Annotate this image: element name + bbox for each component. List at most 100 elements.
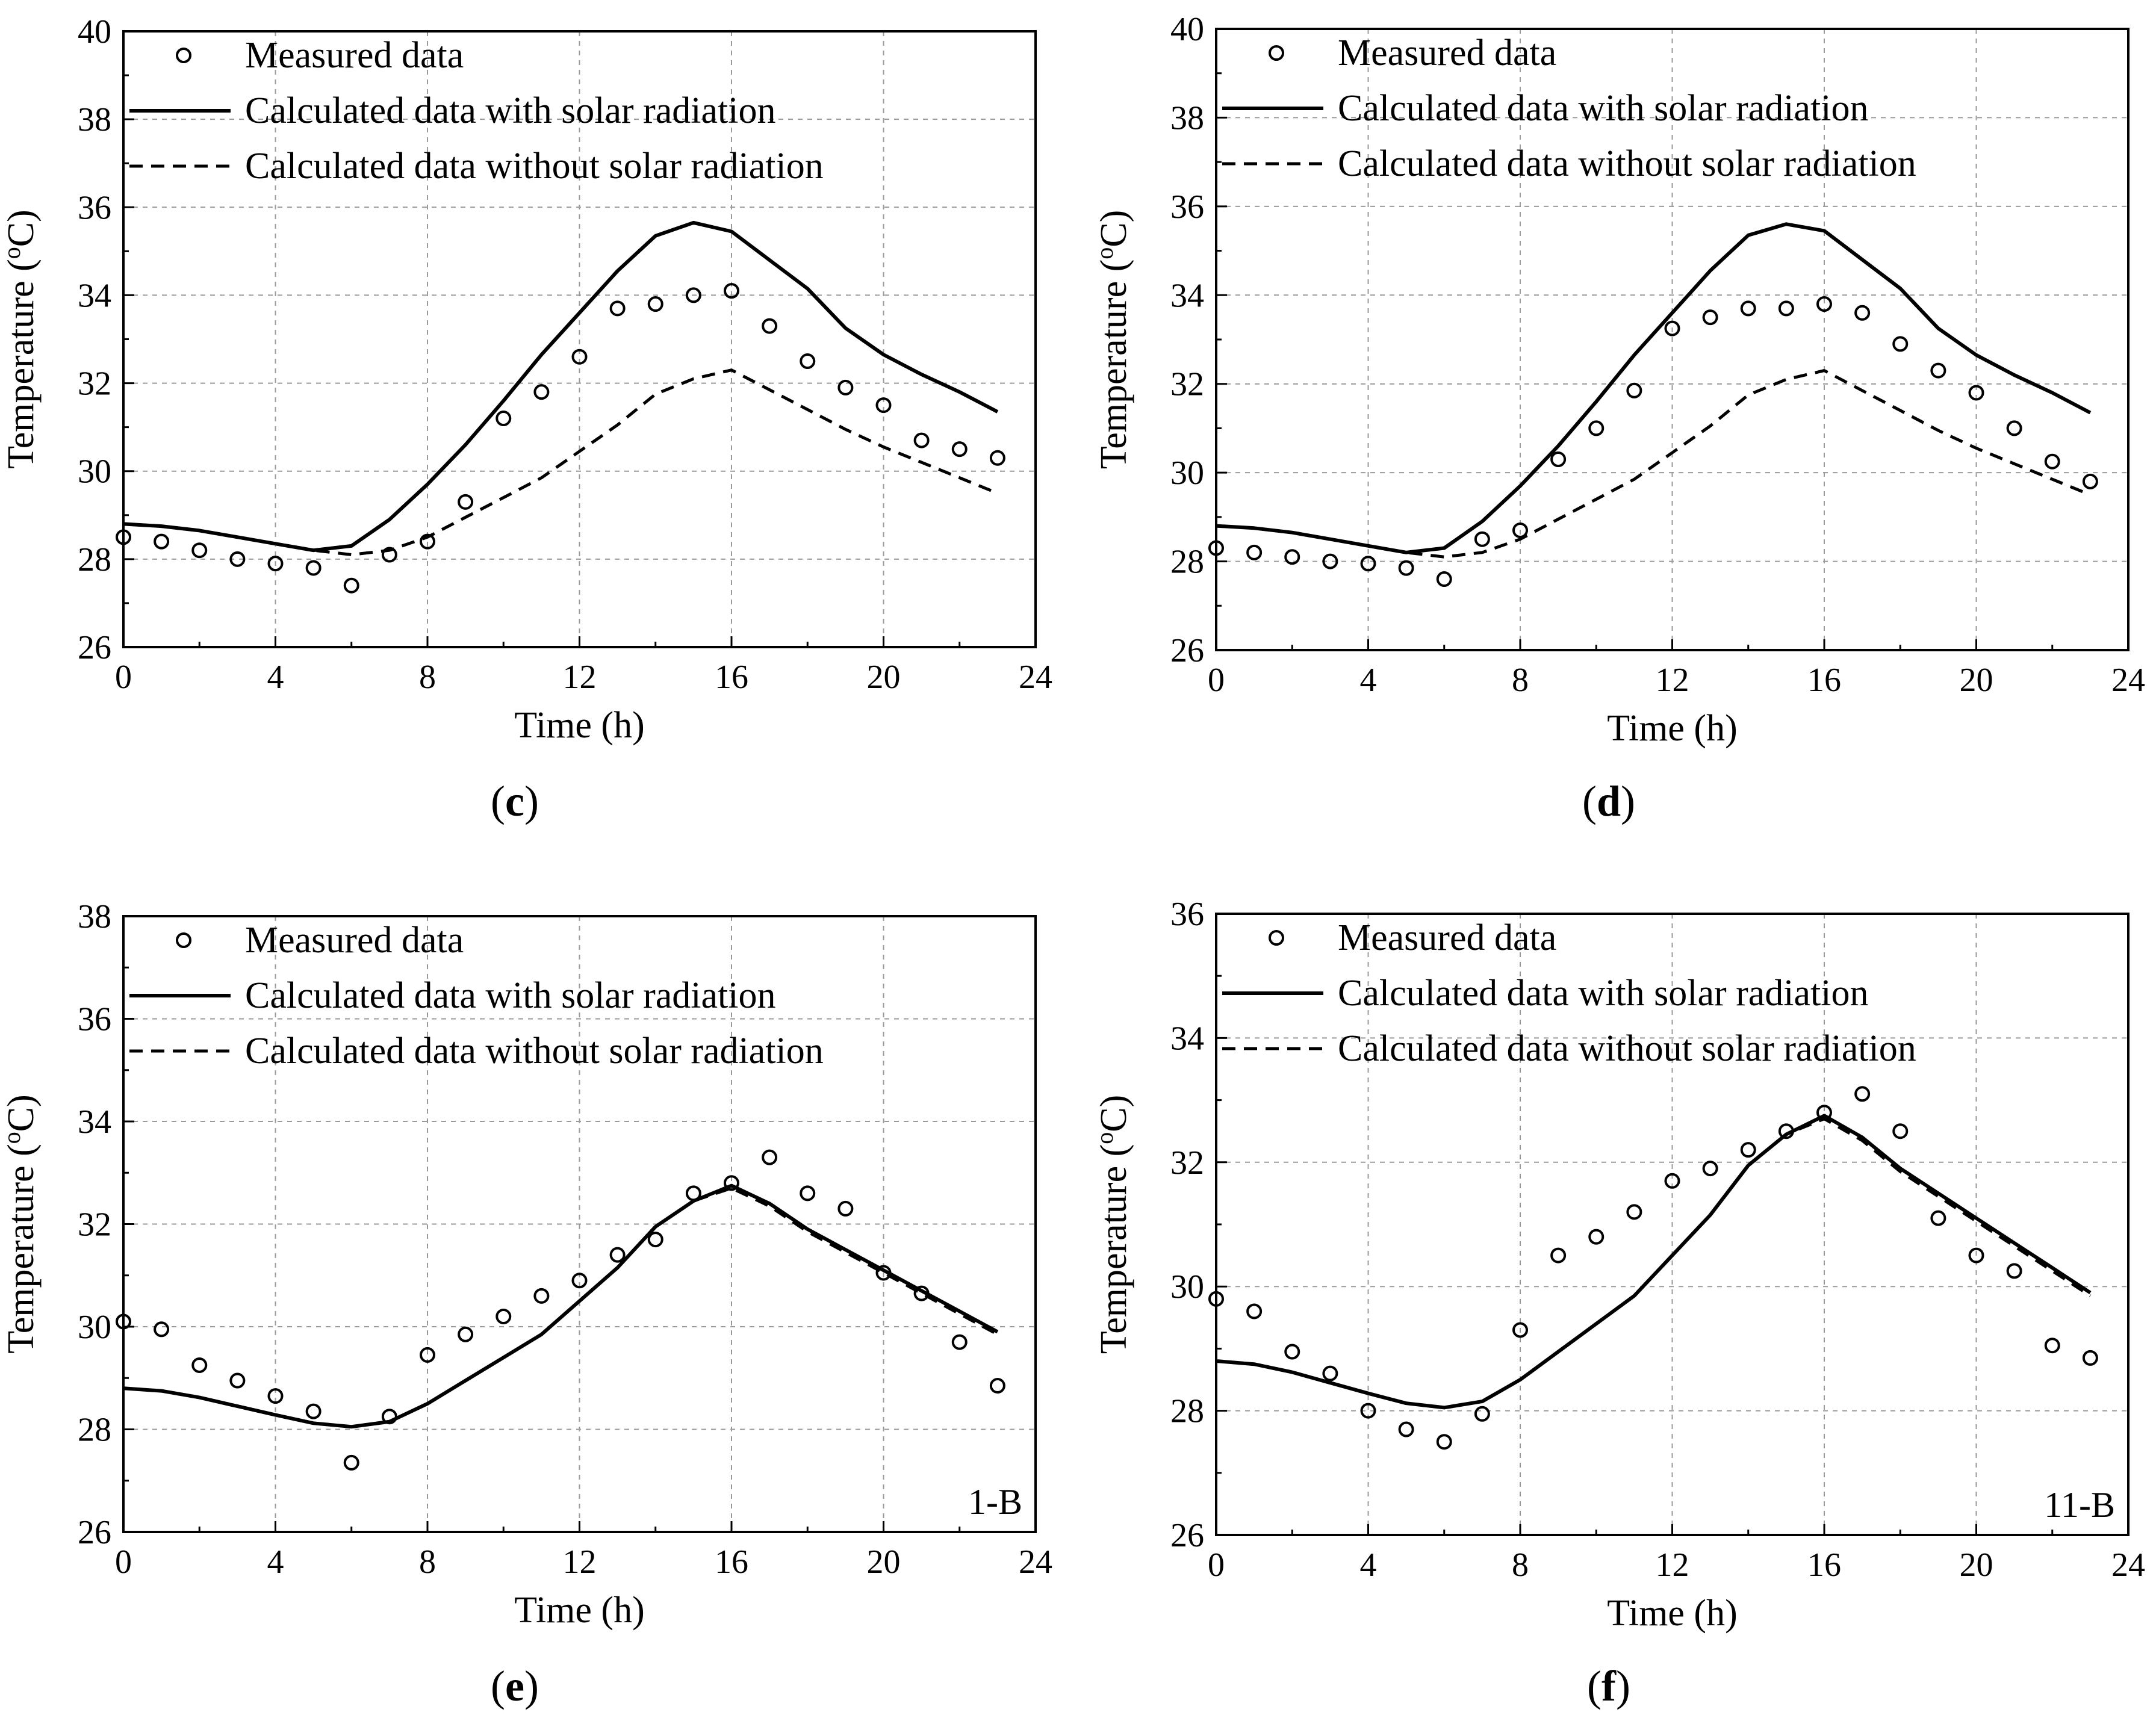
panel-c-measured-point [116, 529, 131, 545]
panel-e-measured-point [837, 1200, 854, 1217]
panel-e-measured-point [343, 1454, 359, 1471]
panel-f-measured-point [1930, 1210, 1946, 1226]
panel-c-ytick-label: 26 [78, 629, 111, 666]
panel-d-measured-point [1474, 531, 1490, 547]
panel-d-xtick-label: 12 [1656, 662, 1689, 699]
panel-f-xlabel: Time (h) [1607, 1593, 1737, 1634]
panel-d-measured-point [1398, 560, 1414, 576]
panel-c-measured-point [724, 283, 739, 299]
panel-e-tag: 1-B [968, 1482, 1022, 1522]
panel-e-measured-point [154, 1321, 170, 1338]
panel-f-xtick-label: 0 [1208, 1546, 1225, 1584]
panel-c-xtick-label: 0 [115, 659, 132, 696]
panel-d-measured-point [2044, 453, 2060, 470]
panel-f-measured-point [1702, 1161, 1718, 1177]
panel-d-xtick-label: 20 [1960, 662, 1993, 699]
panel-c-xtick-label: 8 [419, 659, 436, 696]
panel-c-legend-marker-measured [176, 48, 191, 63]
panel-c-measured-point [267, 556, 284, 572]
panel-e-measured-point [229, 1372, 246, 1389]
panel-f-ytick-label: 30 [1170, 1268, 1204, 1306]
panel-f-measured-point [1968, 1247, 1984, 1264]
panel-d-chart: 0 4 8 12 16 20 24 26 28 30 32 34 36 38 40 Time (h) Tempe… [1091, 11, 2146, 749]
panel-e-legend-marker-measured [176, 932, 191, 948]
panel-caption-f: (f) [1587, 1662, 1630, 1710]
panel-e-measured-point [458, 1326, 474, 1342]
panel-f-measured-point [1208, 1291, 1224, 1307]
panel-d-ytick-label: 38 [1170, 99, 1204, 137]
panel-e-measured-point [647, 1232, 663, 1248]
panel-f-line-with-solar [1216, 1114, 2092, 1410]
panel-e-xlabel: Time (h) [514, 1590, 644, 1631]
panel-c-measured-point [913, 432, 930, 448]
panel-d-legend-label: Calculated data with solar radiation [1338, 88, 1868, 129]
panel-d-ytick-label: 36 [1170, 188, 1204, 226]
panel-c-chart: 0 4 8 12 16 20 24 26 28 30 32 34 36 38 40 Time (h) Tempe… [0, 13, 1052, 746]
panel-e-measured-point [533, 1288, 550, 1304]
panel-f-ytick-label: 28 [1170, 1393, 1204, 1430]
panel-e-ytick-label: 34 [78, 1103, 111, 1141]
panel-e-line-with-solar [123, 1183, 999, 1429]
panel-d-measured-point [1778, 300, 1794, 317]
panel-c-measured-point [229, 551, 246, 567]
panel-d-xtick-label: 16 [1807, 662, 1841, 699]
panel-f-measured-point [1360, 1403, 1376, 1419]
panel-f-xtick-label: 16 [1807, 1546, 1841, 1584]
panel-f-measured-point [1398, 1421, 1414, 1437]
panel-f-xtick-label: 8 [1512, 1546, 1529, 1584]
panel-f-measured-point [1322, 1365, 1338, 1381]
panel-e-xtick-label: 20 [867, 1543, 901, 1581]
panel-e-ytick-label: 28 [78, 1412, 111, 1449]
panel-d-measured-point [1360, 556, 1376, 572]
panel-f-measured-point [1664, 1173, 1680, 1189]
panel-e-ytick-label: 38 [78, 898, 111, 935]
panel-e-line-without-solar [123, 1186, 999, 1428]
panel-d-measured-point [1588, 420, 1605, 436]
panel-e-xtick-label: 4 [267, 1543, 284, 1581]
panel-f-chart: 0 4 8 12 16 20 24 26 28 30 32 34 36 Time (h) Temperatu… [1091, 896, 2146, 1634]
panel-c-xtick-label: 4 [267, 659, 284, 696]
panel-c-ytick-label: 36 [78, 189, 111, 226]
panel-d-measured-point [1626, 382, 1642, 398]
panel-f-measured-point [1892, 1123, 1909, 1140]
panel-f-xtick-label: 4 [1360, 1546, 1377, 1584]
panel-e-ytick-label: 30 [78, 1309, 111, 1346]
panel-f-line-without-solar [1216, 1117, 2092, 1409]
panel-e-measured-point [191, 1357, 208, 1373]
panel-c-measured-point [533, 384, 550, 400]
panel-d-measured-point [1284, 549, 1300, 565]
panel-d-measured-point [1208, 540, 1224, 556]
panel-d-ytick-label: 26 [1170, 632, 1204, 669]
panel-e-measured-point [267, 1388, 284, 1404]
panel-f-xtick-label: 24 [2111, 1546, 2145, 1584]
panel-c-ytick-label: 28 [78, 541, 111, 578]
panel-d-measured-point [1664, 320, 1680, 336]
panel-c-ylabel: Temperature (oC) [0, 209, 42, 469]
panel-c-line-without-solar [123, 368, 998, 556]
panel-d-measured-point [1512, 522, 1528, 538]
panel-f-ytick-label: 34 [1170, 1020, 1204, 1057]
panel-f-measured-point [2082, 1350, 2098, 1366]
panel-c-measured-point [496, 411, 512, 427]
panel-d-legend-label: Calculated data without solar radiation [1338, 143, 1916, 184]
panel-c-ytick-label: 38 [78, 101, 111, 138]
panel-d-measured-point [1702, 309, 1718, 326]
panel-d-ylabel: Temperature (oC) [1091, 210, 1135, 470]
panel-e-legend-label: Calculated data with solar radiation [245, 975, 775, 1016]
panel-c-legend-label: Measured data [245, 35, 464, 76]
panel-e-measured-point [724, 1175, 739, 1191]
panel-c-measured-point [800, 353, 816, 370]
panel-d-measured-point [1930, 362, 1946, 379]
panel-d-line-without-solar [1216, 369, 2091, 559]
panel-c-measured-point [305, 560, 322, 576]
panel-f-measured-point [2044, 1338, 2060, 1354]
panel-f-measured-point [1246, 1303, 1263, 1319]
panel-f-legend-marker-measured [1269, 930, 1284, 946]
panel-e-measured-point [800, 1185, 816, 1202]
panel-c-line-with-solar [123, 220, 999, 553]
panel-c-measured-point [647, 296, 663, 312]
panel-c-xtick-label: 16 [715, 659, 748, 696]
panel-d-measured-point [2082, 473, 2098, 489]
